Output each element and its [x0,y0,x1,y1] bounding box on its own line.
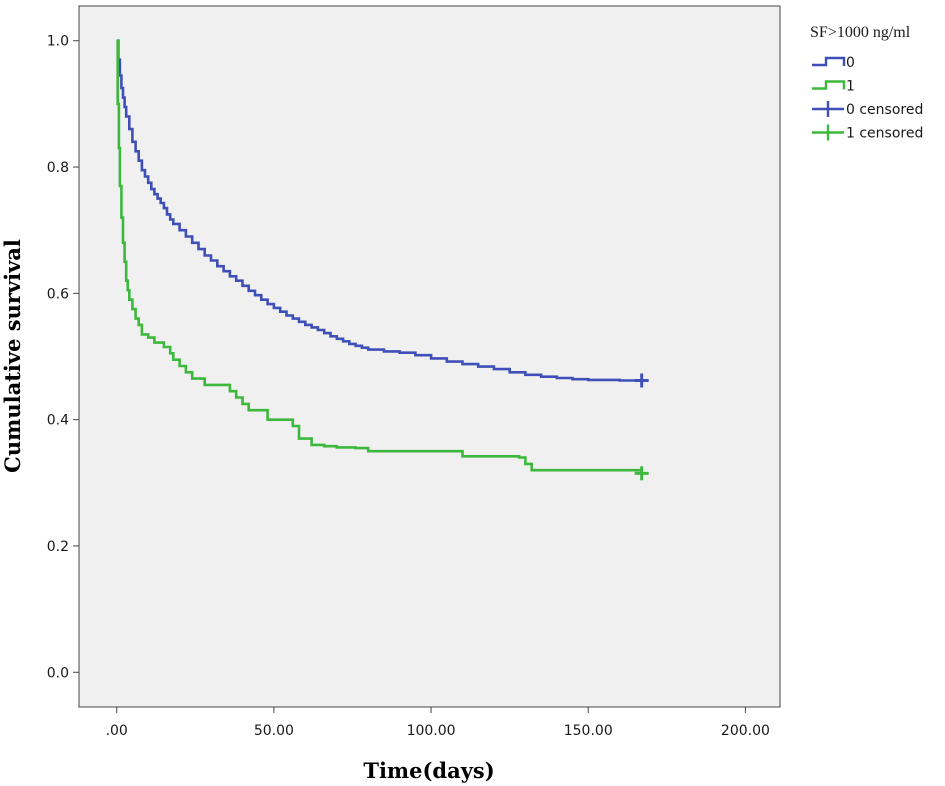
legend-entry: 1 [812,79,855,95]
x-tick-label: 200.00 [721,723,770,739]
legend-label: 0 censored [846,102,923,118]
legend-label: 1 [846,79,855,95]
y-tick-label: 0.6 [47,286,69,302]
legend: SF>1000 ng/ml 0 1 0 censored 1 censored [810,24,923,142]
x-tick-label: 100.00 [407,723,456,739]
y-tick-label: 0.8 [47,160,69,176]
x-tick-label: 50.00 [254,723,294,739]
x-axis: .00 50.00 100.00 150.00 200.00 [106,707,770,739]
legend-entry: 0 [812,55,855,71]
legend-entry: 1 censored [812,124,923,142]
y-axis: 0.0 0.2 0.4 0.6 0.8 1.0 [47,34,79,681]
series-layer [116,39,649,481]
legend-label: 0 [846,55,855,71]
legend-censor-swatch [812,101,844,117]
y-tick-label: 0.4 [47,413,69,429]
y-tick-label: 0.0 [47,665,69,681]
legend-label: 1 censored [846,126,923,142]
censor-mark-1 [634,466,649,481]
y-tick-label: 1.0 [47,34,69,50]
y-tick-label: 0.2 [47,539,69,555]
legend-entry: 0 censored [812,101,923,118]
x-tick-label: 150.00 [564,723,613,739]
y-axis-title: Cumulative survival [0,239,25,473]
x-tick-label: .00 [106,723,128,739]
x-axis-title: Time(days) [363,758,494,783]
censor-mark-0 [634,373,649,388]
legend-swatch [812,56,846,67]
survival-curve-0 [116,39,642,382]
legend-censor-swatch [812,124,844,141]
survival-curve-1 [116,39,643,474]
legend-title: SF>1000 ng/ml [810,24,911,41]
legend-swatch [812,80,846,90]
